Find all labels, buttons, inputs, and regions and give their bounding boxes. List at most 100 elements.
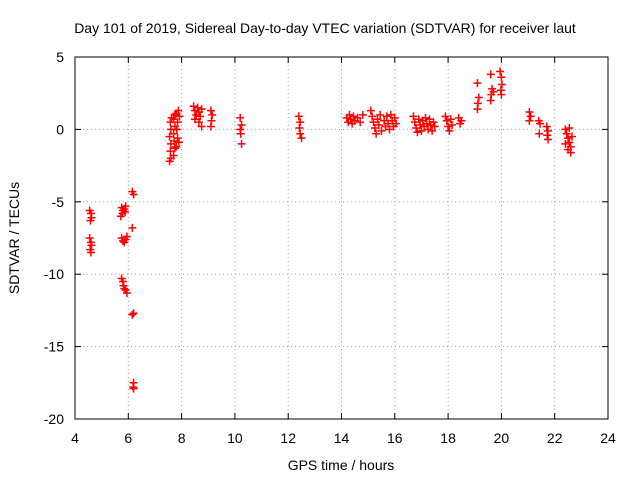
data-point — [428, 126, 437, 135]
data-point — [373, 115, 382, 124]
data-point — [446, 115, 455, 124]
y-tick-label: -20 — [44, 411, 64, 427]
data-point — [568, 132, 577, 141]
data-point — [169, 129, 178, 138]
data-point — [525, 108, 534, 117]
data-point — [409, 112, 418, 121]
chart-title: Day 101 of 2019, Sidereal Day-to-day VTE… — [74, 20, 576, 36]
x-tick-label: 10 — [227, 430, 243, 446]
data-point — [374, 121, 383, 130]
x-tick-label: 4 — [71, 430, 79, 446]
data-point — [86, 216, 95, 225]
data-point — [174, 138, 183, 147]
data-point — [236, 113, 245, 122]
data-point — [497, 90, 506, 99]
data-point — [525, 116, 534, 125]
data-point — [129, 384, 138, 393]
data-point — [473, 79, 482, 88]
data-point — [197, 122, 206, 131]
data-point — [128, 310, 137, 319]
data-point — [297, 134, 306, 143]
data-point — [173, 118, 182, 127]
x-tick-label: 8 — [178, 430, 186, 446]
data-point — [562, 129, 571, 138]
data-point — [356, 118, 365, 127]
x-tick-label: 18 — [440, 430, 456, 446]
data-point — [129, 190, 138, 199]
data-point — [194, 118, 203, 127]
data-point — [448, 121, 457, 130]
data-point — [296, 129, 305, 138]
data-point — [561, 125, 570, 134]
data-point — [526, 112, 535, 121]
data-point — [422, 119, 431, 128]
data-point — [349, 112, 358, 121]
data-point — [129, 309, 138, 318]
data-point — [197, 105, 206, 114]
data-points — [85, 67, 577, 393]
data-point — [358, 110, 367, 119]
y-tick-label: -5 — [52, 194, 65, 210]
data-point — [236, 129, 245, 138]
data-point — [170, 110, 179, 119]
x-tick-label: 20 — [494, 430, 510, 446]
data-point — [366, 106, 375, 115]
data-point — [206, 122, 215, 131]
data-point — [542, 122, 551, 131]
data-point — [173, 134, 182, 143]
data-point — [441, 112, 450, 121]
y-tick-labels: 5 0 -5 -10 -15 -20 — [44, 49, 64, 427]
x-tick-label: 22 — [547, 430, 563, 446]
data-point — [566, 148, 575, 157]
data-point — [457, 116, 466, 125]
y-tick-label: 0 — [56, 121, 64, 137]
data-point — [295, 123, 304, 132]
data-point — [445, 126, 454, 135]
data-point — [417, 126, 426, 135]
data-point — [497, 80, 506, 89]
data-point — [189, 102, 198, 111]
data-point — [442, 116, 451, 125]
data-point — [377, 126, 386, 135]
data-point — [172, 142, 181, 151]
data-point — [121, 207, 130, 216]
grid-lines — [75, 57, 608, 419]
data-point — [535, 129, 544, 138]
y-tick-label: -10 — [44, 266, 64, 282]
data-point — [486, 96, 495, 105]
data-point — [196, 112, 205, 121]
data-point — [421, 113, 430, 122]
x-tick-label: 14 — [334, 430, 350, 446]
data-point — [392, 119, 401, 128]
y-axis-title: SDTVAR / TECUs — [6, 182, 22, 294]
data-point — [237, 139, 246, 148]
data-point — [489, 87, 498, 96]
data-point — [430, 122, 439, 131]
data-point — [376, 110, 385, 119]
data-point — [87, 241, 96, 250]
data-point — [496, 67, 505, 76]
data-point — [473, 105, 482, 114]
data-point — [193, 103, 202, 112]
data-point — [543, 131, 552, 140]
x-tick-labels: 4 6 8 10 12 14 16 18 20 22 24 — [71, 430, 616, 446]
x-tick-label: 24 — [600, 430, 616, 446]
data-point — [382, 112, 391, 121]
data-point — [294, 112, 303, 121]
data-point — [175, 112, 184, 121]
data-point — [296, 118, 305, 127]
data-point — [429, 118, 438, 127]
x-tick-label: 12 — [280, 430, 296, 446]
data-point — [444, 122, 453, 131]
data-point — [565, 138, 574, 147]
data-point — [544, 135, 553, 144]
data-point — [390, 113, 399, 122]
data-point — [206, 106, 215, 115]
data-point — [166, 147, 175, 156]
axis-ticks — [74, 56, 609, 420]
data-point — [416, 121, 425, 130]
data-point — [237, 121, 246, 130]
data-point — [128, 223, 137, 232]
